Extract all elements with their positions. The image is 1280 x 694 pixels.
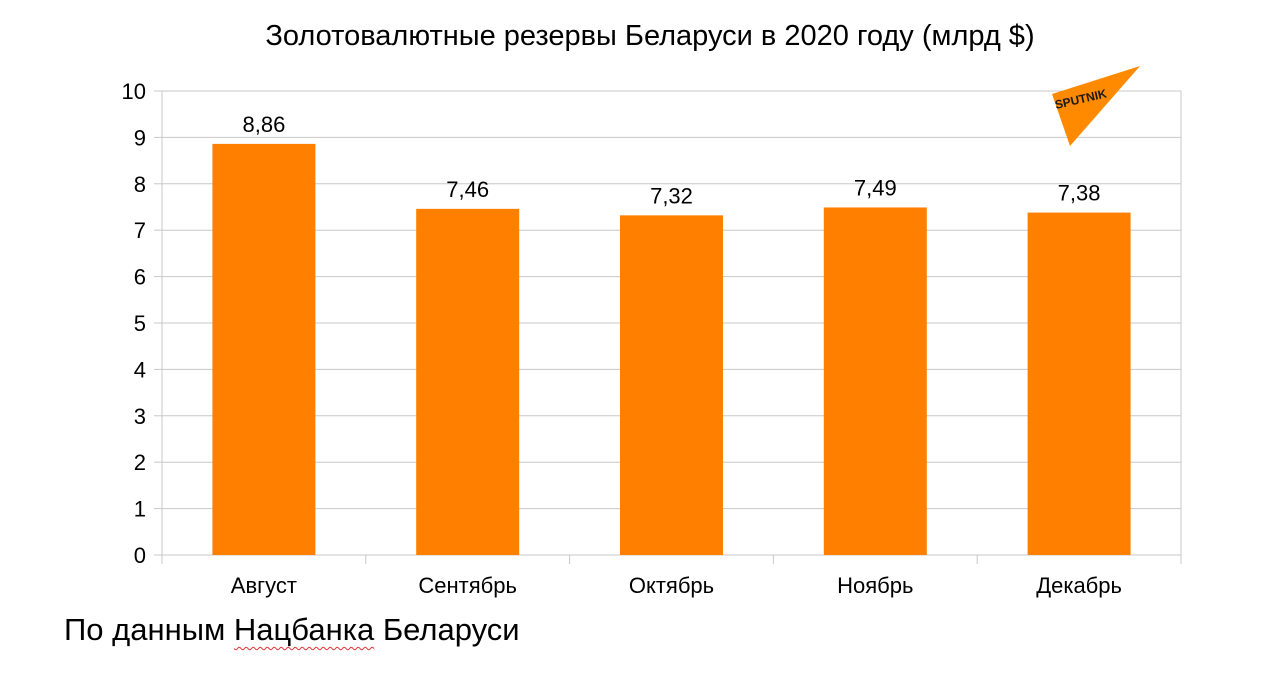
y-tick-label: 5 [134, 311, 146, 336]
y-tick-label: 0 [134, 543, 146, 568]
source-underlined: Нацбанка [233, 612, 375, 647]
data-label: 7,38 [1058, 181, 1101, 206]
y-tick-label: 3 [134, 404, 146, 429]
x-tick-label: Ноябрь [837, 573, 913, 598]
data-label: 7,32 [650, 183, 693, 208]
y-tick-label: 9 [134, 125, 146, 150]
bar [212, 143, 316, 555]
x-tick-label: Октябрь [629, 573, 714, 598]
bar [416, 208, 520, 555]
y-tick-label: 10 [122, 79, 146, 104]
source-note: По данным Нацбанка Беларуси [64, 612, 520, 648]
sputnik-logo-shape [1052, 66, 1140, 146]
data-label: 7,49 [854, 175, 897, 200]
source-suffix: Беларуси [374, 612, 520, 647]
data-label: 8,86 [242, 112, 285, 137]
data-label: 7,46 [446, 177, 489, 202]
x-tick-label: Декабрь [1036, 573, 1122, 598]
bar [823, 207, 927, 556]
y-tick-label: 6 [134, 265, 146, 290]
chart-title: Золотовалютные резервы Беларуси в 2020 г… [265, 20, 1035, 52]
source-prefix: По данным [64, 612, 234, 647]
y-tick-label: 1 [134, 497, 146, 522]
y-tick-label: 2 [134, 450, 146, 475]
x-tick-label: Август [231, 573, 297, 598]
sputnik-logo: SPUTNIK [1052, 66, 1140, 146]
bar [1027, 212, 1131, 555]
bar [620, 215, 723, 556]
x-tick-label: Сентябрь [418, 573, 517, 598]
y-tick-label: 4 [134, 357, 146, 382]
y-tick-label: 7 [134, 218, 146, 243]
y-tick-label: 8 [134, 172, 146, 197]
